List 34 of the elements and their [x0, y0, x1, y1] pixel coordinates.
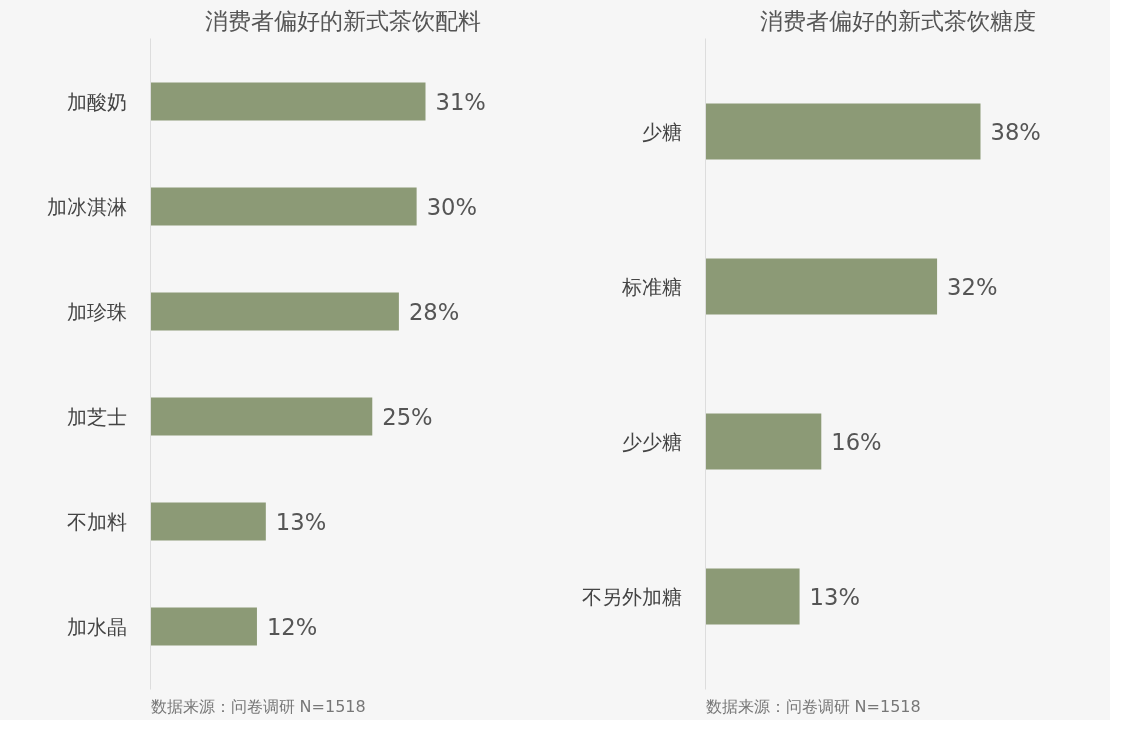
data-label: 13% — [275, 508, 327, 535]
y-tick-label: 少少糖 — [621, 429, 682, 454]
chart-title: 消费者偏好的新式茶饮糖度 — [760, 7, 1036, 34]
data-label: 13% — [809, 583, 860, 610]
y-tick-label: 少糖 — [641, 119, 682, 144]
y-tick-label: 加芝士 — [66, 404, 127, 429]
y-tick-label: 加冰淇淋 — [46, 194, 127, 219]
data-label: 32% — [947, 273, 998, 300]
bar — [150, 292, 399, 331]
bar — [150, 397, 373, 436]
data-label: 12% — [266, 613, 318, 640]
data-label: 25% — [382, 403, 433, 430]
y-tick-label: 不加料 — [66, 509, 127, 534]
bar — [705, 258, 938, 315]
data-label: 38% — [990, 118, 1041, 145]
y-tick-label: 加水晶 — [66, 614, 127, 639]
chart-title: 消费者偏好的新式茶饮配料 — [205, 7, 481, 34]
bar — [705, 568, 800, 625]
bar — [705, 413, 822, 470]
source-note: 数据来源：问卷调研 N=1518 — [705, 696, 921, 716]
data-label: 30% — [426, 193, 477, 220]
bar — [150, 187, 417, 226]
source-note: 数据来源：问卷调研 N=1518 — [150, 696, 366, 716]
y-tick-label: 不另外加糖 — [581, 584, 682, 609]
bar — [150, 607, 257, 646]
data-label: 31% — [435, 88, 486, 115]
y-tick-label: 加珍珠 — [66, 299, 127, 324]
bar — [150, 502, 266, 541]
bar — [150, 82, 426, 121]
y-tick-label: 加酸奶 — [66, 89, 127, 114]
bar — [705, 103, 981, 160]
y-tick-label: 标准糖 — [620, 274, 682, 299]
data-label: 16% — [831, 428, 882, 455]
data-label: 28% — [408, 298, 460, 325]
